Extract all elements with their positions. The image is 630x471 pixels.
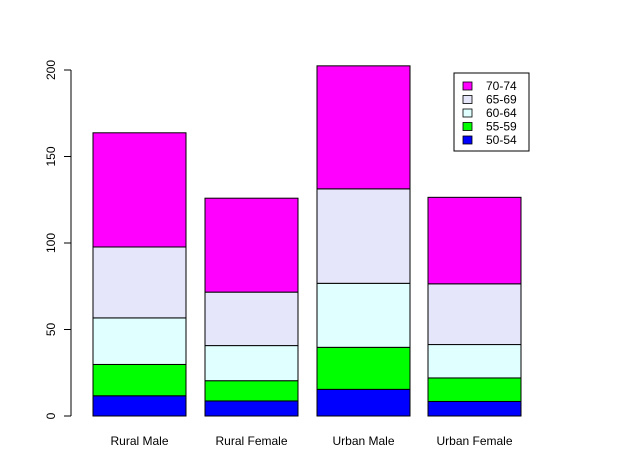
x-category-label: Urban Male	[332, 434, 394, 448]
bar-segment-rural-male-65-69	[92, 246, 187, 319]
bars-group	[92, 65, 522, 417]
y-tick-label: 150	[44, 146, 58, 166]
bar-segment-urban-male-60-64	[316, 282, 411, 348]
x-category-label: Rural Male	[110, 434, 168, 448]
bar-segment-urban-male-55-59	[316, 346, 411, 390]
legend-label: 70-74	[486, 79, 517, 93]
legend-label: 65-69	[486, 93, 517, 107]
bar-segment-rural-male-70-74	[92, 132, 187, 248]
bar-segment-urban-female-60-64	[427, 344, 522, 379]
legend-label: 55-59	[486, 120, 517, 134]
legend-swatch-55-59	[462, 122, 473, 131]
x-axis-labels: Rural Male Rural Female Urban Male Urban Fe…	[110, 434, 512, 448]
bar-segment-urban-female-65-69	[427, 283, 522, 346]
bar-segment-urban-male-70-74	[316, 65, 411, 190]
bar-segment-rural-female-65-69	[204, 291, 299, 347]
legend-swatch-50-54	[462, 135, 473, 145]
x-category-label: Rural Female	[215, 434, 287, 448]
y-tick-label: 100	[44, 233, 58, 253]
bar-segment-rural-male-60-64	[92, 317, 187, 365]
bar-segment-rural-female-60-64	[204, 345, 299, 382]
bar-segment-urban-male-65-69	[316, 188, 411, 284]
legend-swatch-70-74	[462, 81, 473, 91]
legend-swatch-60-64	[462, 108, 473, 118]
bar-segment-urban-male-50-54	[316, 388, 411, 417]
y-axis: 0 50 100 150 200	[44, 60, 72, 419]
y-tick-label: 50	[44, 323, 58, 337]
y-tick-label: 200	[44, 60, 58, 80]
bar-segment-rural-male-50-54	[92, 395, 187, 417]
bar-segment-rural-female-50-54	[204, 400, 299, 417]
bar-segment-rural-male-55-59	[92, 363, 187, 397]
x-category-label: Urban Female	[436, 434, 512, 448]
bar-segment-urban-female-70-74	[427, 196, 522, 285]
legend-label: 50-54	[486, 133, 517, 147]
y-tick-label: 0	[44, 412, 58, 419]
bar-segment-rural-female-70-74	[204, 197, 299, 293]
bar-segment-urban-female-50-54	[427, 400, 522, 417]
legend-label: 60-64	[486, 106, 517, 120]
legend-swatch-65-69	[462, 95, 473, 104]
bar-segment-urban-female-55-59	[427, 377, 522, 402]
bar-segment-rural-female-55-59	[204, 380, 299, 402]
